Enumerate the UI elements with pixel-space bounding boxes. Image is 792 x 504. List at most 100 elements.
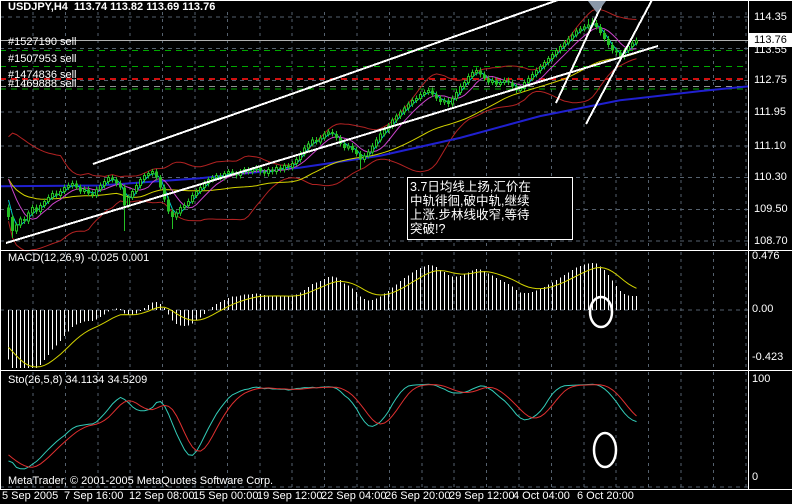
candle-body-bull — [587, 24, 590, 28]
candle-body-bull — [467, 75, 470, 83]
candle-body-bull — [499, 81, 502, 85]
candle-body-bull — [251, 169, 254, 173]
time-axis-label: 6 Oct 20:00 — [577, 490, 634, 502]
candle-body-bear — [35, 207, 38, 212]
candle-body-bull — [347, 145, 350, 149]
candle-body-bear — [615, 50, 618, 53]
candle-body-bull — [363, 155, 366, 161]
order-label: #1474836 sell — [8, 69, 77, 81]
sto-axis-label: 100 — [752, 373, 771, 385]
candle-body-bull — [543, 62, 546, 68]
candle-body-bear — [263, 171, 266, 174]
candle-body-bull — [375, 139, 378, 147]
candle-body-bull — [631, 42, 634, 48]
candle-body-bear — [611, 44, 614, 51]
highlight-ellipse — [592, 431, 618, 469]
time-axis-label: 4 Oct 04:00 — [513, 490, 570, 502]
candle-body-bull — [415, 97, 418, 101]
candle-body-bull — [455, 91, 458, 99]
order-label: #1507953 sell — [8, 53, 77, 65]
candle-body-bull — [99, 184, 102, 190]
candle-body-bear — [119, 183, 122, 188]
candle-body-bull — [559, 46, 562, 52]
candle-body-bull — [327, 131, 330, 135]
candle-body-bull — [43, 200, 46, 206]
candle-body-bull — [371, 145, 374, 153]
candle-body-bull — [471, 72, 474, 77]
sto-signal-line — [8, 384, 637, 468]
candle-body-bear — [235, 173, 238, 176]
candle-body-bull — [459, 85, 462, 93]
candle-body-bull — [319, 137, 322, 143]
time-axis-label: 29 Sep 12:00 — [449, 490, 515, 502]
candle-body-bull — [311, 139, 314, 145]
candle-body-bear — [111, 177, 114, 180]
candle-body-bull — [139, 179, 142, 186]
candle-body-bull — [547, 58, 550, 64]
trendline-lower-channel — [5, 45, 659, 244]
candle-body-bear — [123, 187, 126, 206]
candle-body-bull — [107, 177, 110, 183]
macd-axis-label: 0.00 — [752, 303, 774, 315]
candle-body-bull — [323, 133, 326, 139]
highlight-ellipse — [588, 295, 614, 329]
candle-body-bear — [11, 217, 14, 232]
candle-body-bull — [535, 70, 538, 75]
chart-title: USDJPY,H4 113.74 113.82 113.69 113.76 — [8, 1, 216, 13]
candle-body-bull — [39, 204, 42, 212]
candle-body-bull — [555, 50, 558, 56]
candle-body-bear — [279, 167, 282, 170]
candle-body-bull — [19, 218, 22, 226]
candle-body-bear — [447, 100, 450, 105]
order-label: #1469888 sell — [8, 78, 77, 90]
candle-body-bear — [595, 22, 598, 27]
price-axis-label: 114.35 — [754, 11, 787, 23]
annotation-line: 3.7日均线上扬,汇价在 — [410, 180, 531, 194]
candle-body-bull — [475, 70, 478, 74]
candle-body-bull — [575, 30, 578, 36]
candle-body-bull — [215, 175, 218, 179]
candle-body-bear — [167, 199, 170, 212]
candle-body-bull — [83, 188, 86, 192]
candle-body-bull — [411, 99, 414, 105]
sto-axis-label: 0 — [752, 471, 759, 483]
candle-body-bull — [423, 91, 426, 95]
candle-body-bull — [403, 107, 406, 113]
candle-body-bear — [355, 149, 358, 154]
price-axis-label: 113.55 — [754, 44, 787, 56]
candle-body-bear — [271, 169, 274, 172]
candle-body-bull — [127, 196, 130, 206]
candle-body-bear — [87, 189, 90, 194]
candle-body-bull — [71, 183, 74, 186]
macd-axis-label: -0.423 — [752, 351, 784, 363]
candle-body-bear — [339, 137, 342, 144]
trendline-upper-channel — [92, 0, 559, 165]
candle-body-bull — [267, 169, 270, 175]
candle-body-bear — [603, 32, 606, 39]
candle-body-bear — [259, 167, 262, 172]
candle-body-bear — [435, 94, 438, 99]
candle-body-bear — [155, 171, 158, 178]
candle-body-bear — [79, 187, 82, 192]
annotation-line: 突破!? — [410, 222, 446, 236]
candle-body-bear — [431, 90, 434, 95]
candle-body-bear — [287, 165, 290, 168]
ma-yellow — [8, 52, 637, 200]
price-axis-label: 108.70 — [754, 235, 788, 247]
candle-body-bear — [607, 38, 610, 45]
candle-body-bull — [627, 46, 630, 52]
candle-body-bear — [483, 74, 486, 79]
candle-body-bull — [175, 212, 178, 218]
candle-body-bear — [7, 207, 10, 218]
candle-body-bear — [479, 70, 482, 75]
candle-body-bull — [383, 129, 386, 135]
macd-indicator-label: MACD(12,26,9) -0.025 0.001 — [8, 252, 150, 264]
candle-body-bull — [283, 165, 286, 171]
candle-body-bear — [351, 145, 354, 150]
candle-body-bull — [399, 111, 402, 117]
time-axis-label: 12 Sep 08:00 — [129, 490, 195, 502]
candle-body-bear — [159, 177, 162, 188]
trendline-steep-line-1 — [555, 0, 605, 104]
annotation-line: 上涨.步林线收窄,等待 — [410, 208, 530, 222]
